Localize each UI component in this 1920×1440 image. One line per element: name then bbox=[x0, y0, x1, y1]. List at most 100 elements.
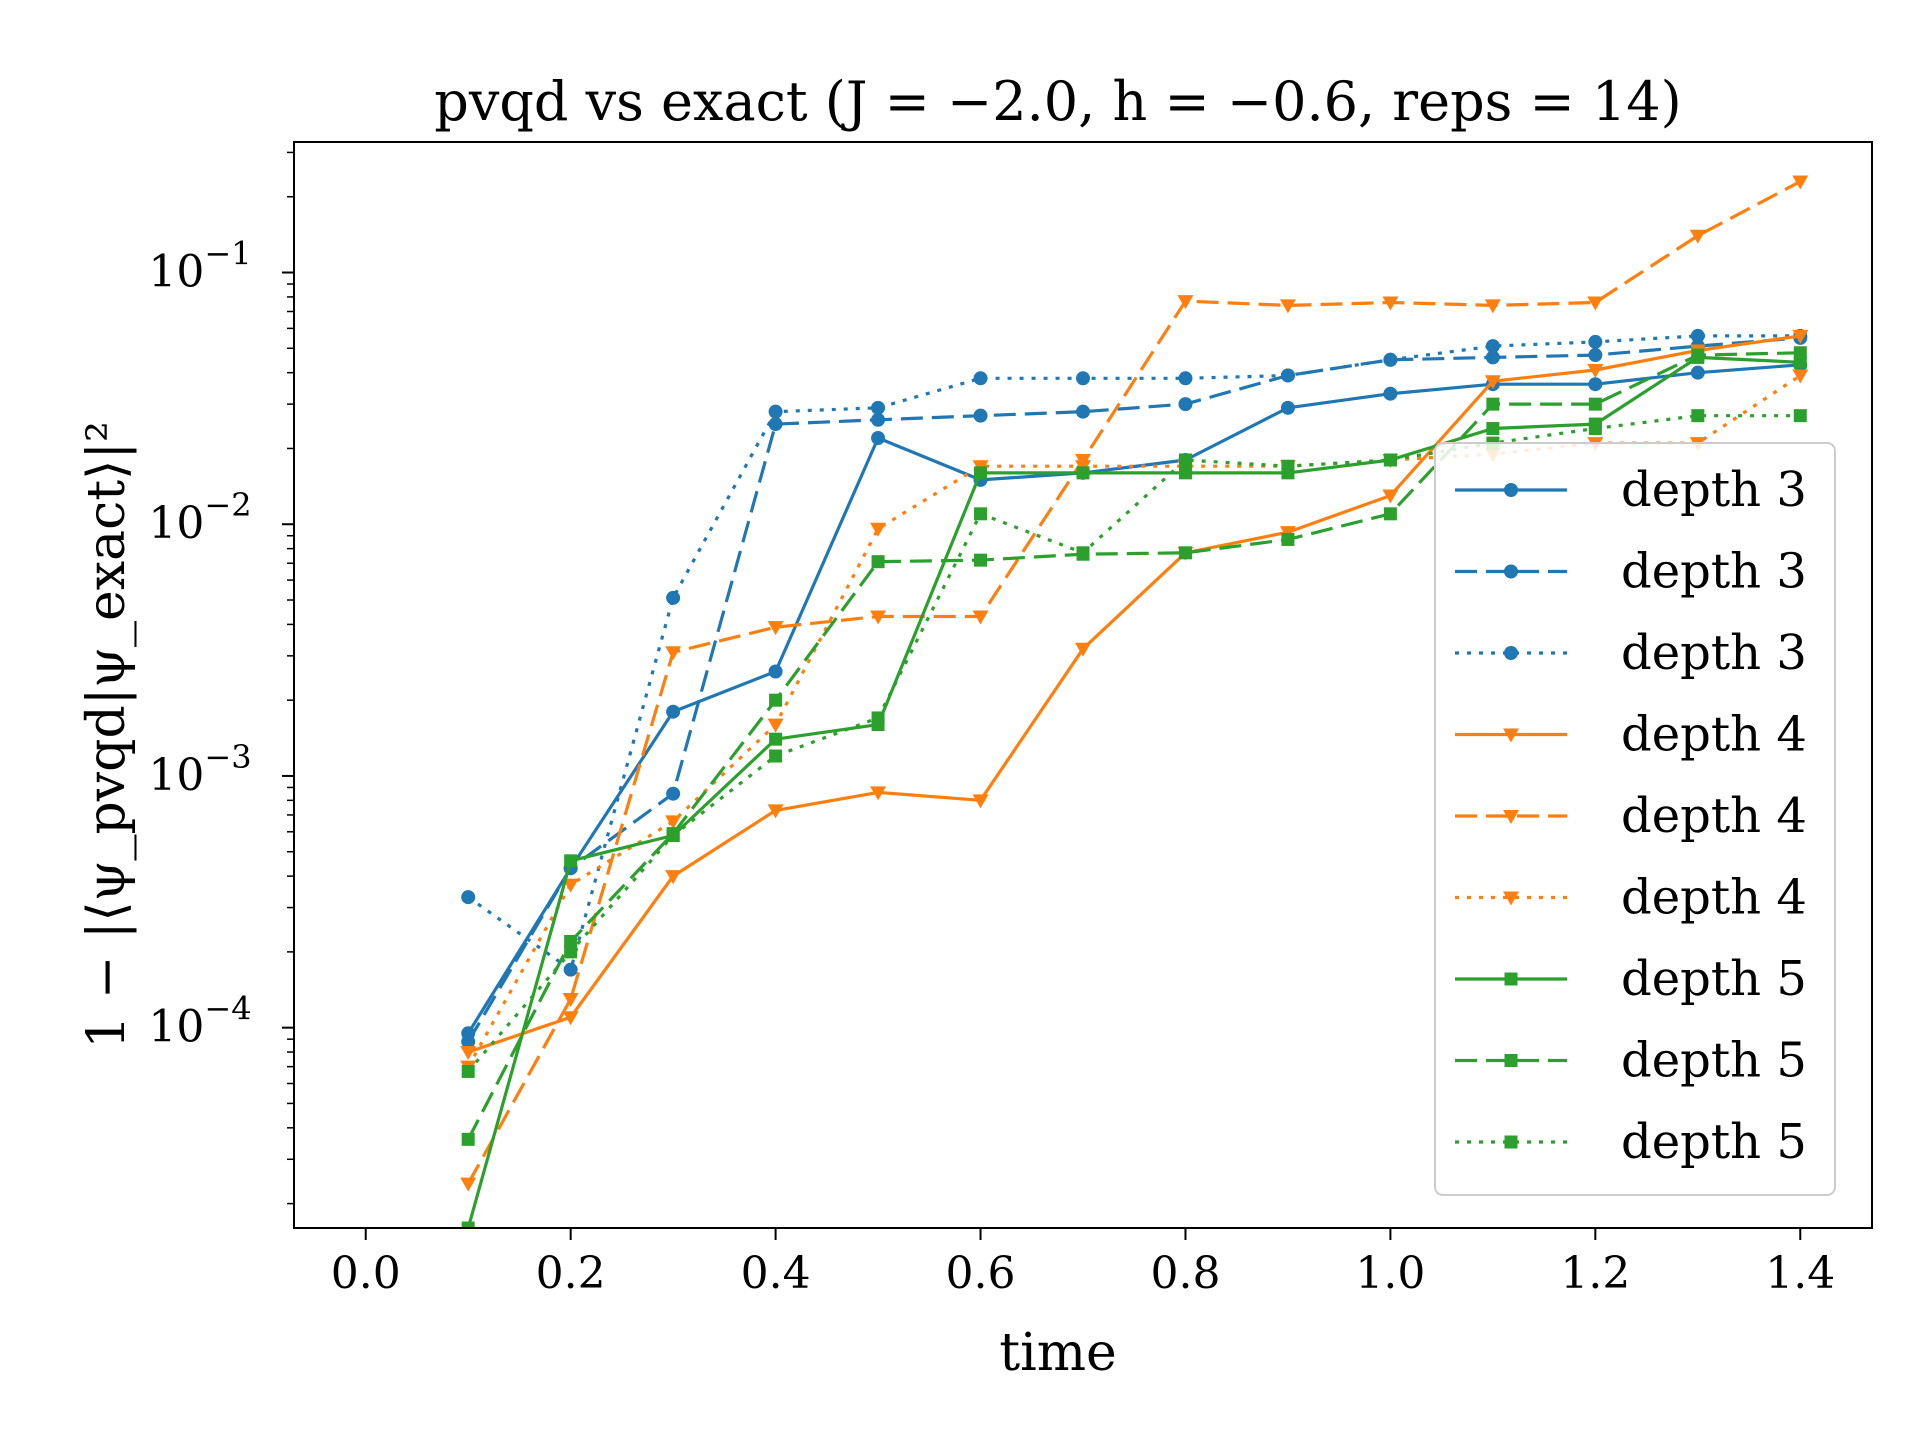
legend-label: depth 5 bbox=[1621, 951, 1807, 1007]
x-axis-label: time bbox=[999, 1323, 1117, 1383]
series-line bbox=[466, 180, 1802, 1185]
y-tick-label: 10−2 bbox=[148, 486, 251, 549]
data-point bbox=[870, 610, 887, 625]
data-point bbox=[1691, 348, 1705, 362]
y-tick-exponent: −2 bbox=[204, 486, 251, 524]
data-point bbox=[461, 1064, 475, 1078]
data-point bbox=[665, 870, 682, 885]
plot-area bbox=[293, 141, 1873, 1229]
data-point bbox=[562, 992, 579, 1007]
data-point bbox=[1383, 386, 1398, 401]
data-point bbox=[1383, 352, 1398, 367]
y-axis-label: 1 − |⟨ψ_pvqd|ψ_exact⟩|² bbox=[77, 421, 137, 1049]
legend-label: depth 5 bbox=[1621, 1033, 1807, 1089]
y-tick-label: 10−3 bbox=[148, 738, 251, 801]
x-tick-label: 0.8 bbox=[1150, 1248, 1220, 1299]
plot-frame bbox=[293, 141, 1873, 1229]
data-point bbox=[1690, 328, 1705, 343]
data-point bbox=[564, 945, 578, 959]
data-point bbox=[1486, 422, 1500, 436]
y-tick-exponent: −3 bbox=[204, 738, 251, 776]
data-point bbox=[1484, 375, 1501, 390]
data-point bbox=[1484, 299, 1501, 314]
data-point bbox=[972, 794, 989, 809]
legend-label: depth 4 bbox=[1621, 707, 1807, 763]
x-tick-label: 1.0 bbox=[1355, 1248, 1425, 1299]
legend-marker bbox=[1504, 1054, 1518, 1067]
data-point bbox=[1485, 339, 1500, 354]
x-tick-label: 0.4 bbox=[741, 1248, 811, 1299]
data-point bbox=[461, 1034, 476, 1049]
series-line bbox=[466, 363, 1801, 1035]
legend-marker bbox=[1504, 646, 1518, 660]
legend-marker bbox=[1503, 810, 1519, 824]
legend-marker bbox=[1504, 972, 1518, 986]
data-point bbox=[1486, 397, 1500, 411]
data-point bbox=[768, 417, 783, 432]
data-point bbox=[870, 786, 887, 801]
data-point bbox=[461, 1221, 475, 1228]
data-point bbox=[1280, 368, 1295, 383]
data-point bbox=[1281, 459, 1295, 473]
data-point bbox=[1076, 466, 1090, 480]
data-point bbox=[1279, 299, 1296, 314]
data-point bbox=[1588, 377, 1603, 392]
data-point bbox=[1793, 409, 1807, 423]
data-point bbox=[768, 404, 783, 419]
data-point bbox=[1690, 365, 1705, 380]
data-point bbox=[1076, 546, 1090, 560]
data-point bbox=[974, 466, 988, 480]
data-point bbox=[666, 590, 681, 605]
data-point bbox=[665, 815, 682, 830]
data-point bbox=[1076, 404, 1090, 419]
data-point bbox=[973, 371, 988, 386]
data-point bbox=[666, 828, 680, 842]
y-tick-exponent: −1 bbox=[204, 235, 251, 273]
series-line bbox=[466, 351, 1801, 1141]
data-point bbox=[871, 400, 886, 415]
y-tick-label: 10−4 bbox=[148, 990, 251, 1053]
data-point bbox=[1792, 329, 1809, 344]
x-tick-label: 0.6 bbox=[946, 1248, 1016, 1299]
series-line bbox=[467, 334, 1801, 1054]
data-point bbox=[972, 610, 989, 625]
data-point bbox=[1485, 350, 1500, 365]
x-tick-label: 0.2 bbox=[536, 1248, 606, 1299]
legend-label: depth 3 bbox=[1621, 462, 1807, 518]
data-point bbox=[767, 621, 784, 636]
data-point bbox=[1792, 175, 1809, 190]
legend-marker bbox=[1503, 728, 1519, 743]
x-tick-label: 1.2 bbox=[1560, 1248, 1630, 1299]
data-point bbox=[1587, 363, 1604, 378]
legend-marker bbox=[1504, 564, 1518, 579]
data-point bbox=[1076, 371, 1090, 386]
data-point bbox=[666, 704, 681, 719]
data-point bbox=[460, 1177, 477, 1192]
data-point bbox=[564, 854, 578, 868]
data-point bbox=[1075, 642, 1091, 657]
data-point bbox=[1588, 334, 1603, 349]
data-point bbox=[974, 553, 988, 567]
data-point bbox=[1177, 295, 1194, 310]
data-point bbox=[562, 1011, 579, 1026]
data-point bbox=[767, 718, 784, 733]
legend-label: depth 4 bbox=[1621, 870, 1807, 926]
data-point bbox=[973, 408, 988, 423]
data-point bbox=[1588, 397, 1602, 411]
legend-label: depth 5 bbox=[1621, 1114, 1807, 1170]
data-point bbox=[1383, 507, 1397, 521]
data-point bbox=[562, 878, 579, 893]
series-line bbox=[466, 336, 1801, 1043]
data-point bbox=[564, 934, 578, 948]
y-tick-exponent: −4 bbox=[204, 990, 251, 1028]
data-point bbox=[1587, 296, 1604, 311]
data-point bbox=[1178, 466, 1192, 480]
legend-label: depth 3 bbox=[1621, 625, 1807, 681]
data-point bbox=[870, 522, 887, 537]
legend: depth 3 depth 3 depth 3 depth 4 depth 4 depth… bbox=[1434, 442, 1836, 1196]
data-point bbox=[1383, 453, 1397, 467]
x-axis: 0.0 0.2 0.4 0.6 0.8 1.0 1.2 1.4 bbox=[331, 1228, 1835, 1299]
chart-title: pvqd vs exact (J = −2.0, h = −0.6, reps … bbox=[434, 70, 1681, 133]
legend-marker bbox=[1504, 1135, 1518, 1149]
